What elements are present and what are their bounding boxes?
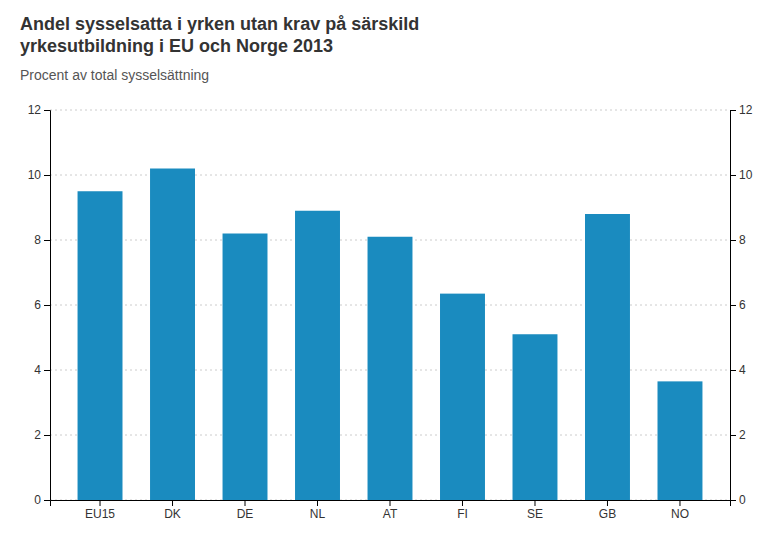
axis-domain [51,501,731,507]
tick-label: 10 [739,168,753,182]
tick: 6 [34,298,50,312]
tick-label: SE [527,507,543,521]
tick-label: 0 [34,493,41,507]
tick-label: NO [671,507,689,521]
subtitle: Procent av total sysselsättning [20,67,209,83]
tick-mark [534,500,535,506]
tick: 6 [730,298,746,312]
tick-label: 10 [28,168,42,182]
tick: 0 [730,493,746,507]
bar [223,234,268,501]
tick: 12 [730,103,753,117]
tick-label: 2 [34,428,41,442]
tick: 4 [34,363,50,377]
axis: EU15 DK DE NL AT FI SE GB NO [51,500,731,521]
tick-mark [44,370,50,371]
tick-mark [172,500,173,506]
bar [295,211,340,500]
tick: SE [527,500,543,521]
bars [78,169,703,501]
axis-domain [44,111,51,501]
tick-label: 4 [739,363,746,377]
axis: 0 2 4 6 8 10 12 [28,103,51,507]
tick-mark [44,110,50,111]
tick-mark [730,110,736,111]
tick-mark [44,175,50,176]
tick: DE [237,500,254,521]
tick-label: AT [383,507,398,521]
title-line: Andel sysselsatta i yrken utan krav på s… [20,14,419,34]
tick: 8 [730,233,746,247]
tick-label: 12 [28,103,42,117]
tick-label: EU15 [85,507,115,521]
tick-label: 6 [739,298,746,312]
tick-label: 8 [34,233,41,247]
tick-mark [317,500,318,506]
tick-mark [100,500,101,506]
tick: 2 [34,428,50,442]
tick-mark [462,500,463,506]
tick-label: 6 [34,298,41,312]
tick: 12 [28,103,50,117]
tick-mark [44,435,50,436]
tick-mark [245,500,246,506]
tick-label: 4 [34,363,41,377]
tick-mark [730,175,736,176]
tick: 4 [730,363,746,377]
tick-mark [730,240,736,241]
tick: GB [599,500,616,521]
tick-label: DK [164,507,181,521]
grid [50,110,730,500]
plot: 0 2 4 6 8 10 12 0 2 4 6 8 10 12 EU15 DK DE NL AT FI SE GB NO [28,103,753,520]
tick-label: DE [237,507,254,521]
tick-mark [390,500,391,506]
tick-label: FI [457,507,468,521]
bar [658,381,703,500]
tick-label: 2 [739,428,746,442]
tick-mark [44,240,50,241]
tick-mark [607,500,608,506]
tick: 0 [34,493,50,507]
tick: AT [383,500,398,521]
tick: NO [671,500,689,521]
tick-label: 0 [739,493,746,507]
tick-mark [730,370,736,371]
tick: NL [310,500,326,521]
tick: 8 [34,233,50,247]
tick: DK [164,500,181,521]
bar [585,214,630,500]
grid-line [50,110,730,111]
bar [368,237,413,500]
tick-label: 12 [739,103,753,117]
chart-container: Andel sysselsatta i yrken utan krav på s… [0,0,780,540]
axis-domain [731,111,737,501]
tick-mark [679,500,680,506]
tick-label: GB [599,507,616,521]
axis: 0 2 4 6 8 10 12 [730,103,753,507]
bar [78,191,123,500]
tick: EU15 [85,500,115,521]
chart-svg: Andel sysselsatta i yrken utan krav på s… [0,0,780,540]
bar [513,334,558,500]
tick-mark [44,500,50,501]
tick: FI [457,500,468,521]
tick-mark [44,305,50,306]
tick: 10 [730,168,753,182]
bar [150,169,195,501]
tick: 2 [730,428,746,442]
tick: 10 [28,168,50,182]
tick-label: NL [310,507,326,521]
title-line: yrkesutbildning i EU och Norge 2013 [20,36,333,56]
bar [440,294,485,500]
title: Andel sysselsatta i yrken utan krav på s… [20,14,419,56]
tick-label: 8 [739,233,746,247]
tick-mark [730,305,736,306]
tick-mark [730,435,736,436]
